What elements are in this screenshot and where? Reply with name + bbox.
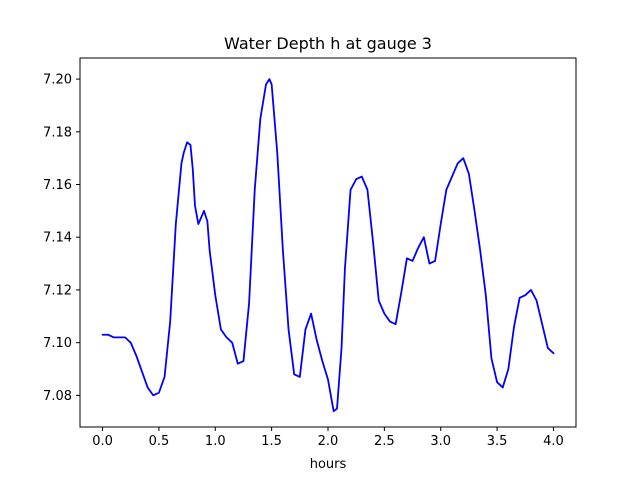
chart-title: Water Depth h at gauge 3 [224,34,432,53]
x-tick-label: 2.5 [374,434,395,449]
y-tick-label: 7.20 [43,73,72,88]
y-tick-label: 7.18 [43,125,72,140]
x-tick-label: 4.0 [543,434,564,449]
x-axis-label: hours [310,457,347,472]
x-axis: 0.0 0.5 1.0 1.5 2.0 2.5 3.0 3.5 4.0 [92,427,564,449]
x-tick-label: 1.5 [261,434,282,449]
x-tick-label: 2.0 [318,434,339,449]
y-tick-label: 7.12 [43,283,72,298]
y-tick-label: 7.08 [43,389,72,404]
y-tick-label: 7.16 [43,178,72,193]
y-tick-label: 7.10 [43,336,72,351]
series-line-0 [101,78,555,413]
y-tick-label: 7.14 [43,231,72,246]
plot-area [101,78,555,413]
x-tick-label: 3.0 [430,434,451,449]
x-tick-label: 0.5 [149,434,170,449]
x-tick-label: 0.0 [92,434,113,449]
x-tick-label: 1.0 [205,434,226,449]
y-axis: 7.08 7.10 7.12 7.14 7.16 7.18 7.20 [43,73,80,404]
x-tick-label: 3.5 [487,434,508,449]
plot-frame [79,57,577,428]
